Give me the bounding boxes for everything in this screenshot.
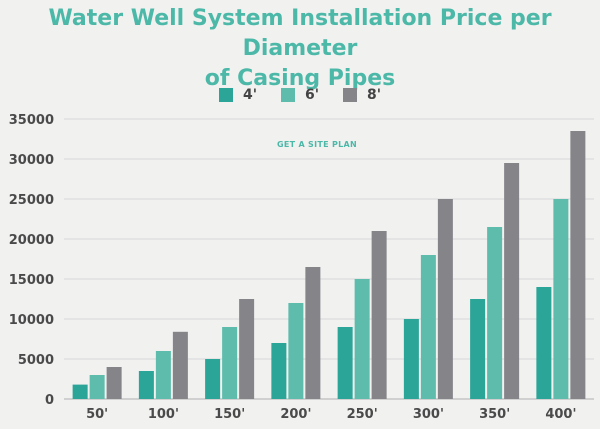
bar-8ft-300ft (437, 199, 453, 399)
y-tick-label: 30000 (9, 153, 54, 168)
bar-4ft-50ft (72, 384, 88, 399)
legend-swatch (218, 88, 233, 102)
y-tick-label: 20000 (9, 233, 54, 248)
bar-6ft-50ft (89, 375, 105, 399)
legend-swatch (343, 88, 358, 102)
bar-8ft-100ft (172, 331, 188, 399)
bar-6ft-100ft (155, 351, 171, 399)
x-tick-label: 300' (413, 407, 444, 422)
bar-6ft-250ft (354, 279, 370, 399)
chart-title-line-1: Water Well System Installation Price per… (48, 6, 552, 61)
legend-item-6ft: 6' (280, 87, 320, 103)
chart-title: Water Well System Installation Price per… (0, 4, 600, 94)
legend: 4' 6' 8' (0, 87, 600, 103)
bar-4ft-200ft (271, 343, 287, 399)
bar-6ft-300ft (420, 255, 436, 399)
bar-6ft-150ft (222, 327, 238, 399)
legend-label: 4' (242, 87, 257, 103)
x-tick-label: 250' (347, 407, 378, 422)
x-tick-label: 350' (479, 407, 510, 422)
legend-item-8ft: 8' (343, 87, 381, 103)
x-tick-label: 50' (86, 407, 108, 422)
y-tick-label: 25000 (9, 193, 54, 208)
bar-6ft-350ft (487, 227, 503, 399)
bar-8ft-200ft (305, 267, 321, 399)
y-tick-label: 0 (45, 393, 54, 408)
legend-item-4ft: 4' (218, 87, 257, 103)
x-tick-label: 150' (214, 407, 245, 422)
y-tick-label: 10000 (9, 313, 54, 328)
bar-8ft-250ft (371, 231, 387, 399)
bar-4ft-350ft (470, 299, 486, 399)
x-tick-label: 400' (545, 407, 576, 422)
bar-8ft-150ft (239, 299, 255, 399)
y-tick-label: 5000 (18, 353, 54, 368)
legend-label: 8' (367, 87, 382, 103)
watermark-logo: GET A SITE PLAN (277, 140, 358, 149)
y-tick-label: 35000 (9, 113, 54, 128)
x-tick-label: 100' (148, 407, 179, 422)
legend-label: 6' (304, 87, 320, 103)
bar-4ft-100ft (138, 371, 154, 399)
bar-6ft-200ft (288, 303, 304, 399)
bar-6ft-400ft (553, 199, 569, 399)
bar-8ft-50ft (106, 367, 122, 399)
bar-4ft-300ft (403, 319, 419, 399)
bar-4ft-400ft (536, 287, 552, 399)
x-tick-label: 200' (280, 407, 311, 422)
bar-4ft-150ft (205, 359, 221, 399)
bar-4ft-250ft (337, 327, 353, 399)
legend-swatch (280, 88, 295, 102)
bar-8ft-400ft (570, 131, 586, 399)
y-tick-label: 15000 (9, 273, 54, 288)
bar-8ft-350ft (504, 163, 520, 399)
chart-title-line-2: of Casing Pipes (204, 66, 396, 91)
